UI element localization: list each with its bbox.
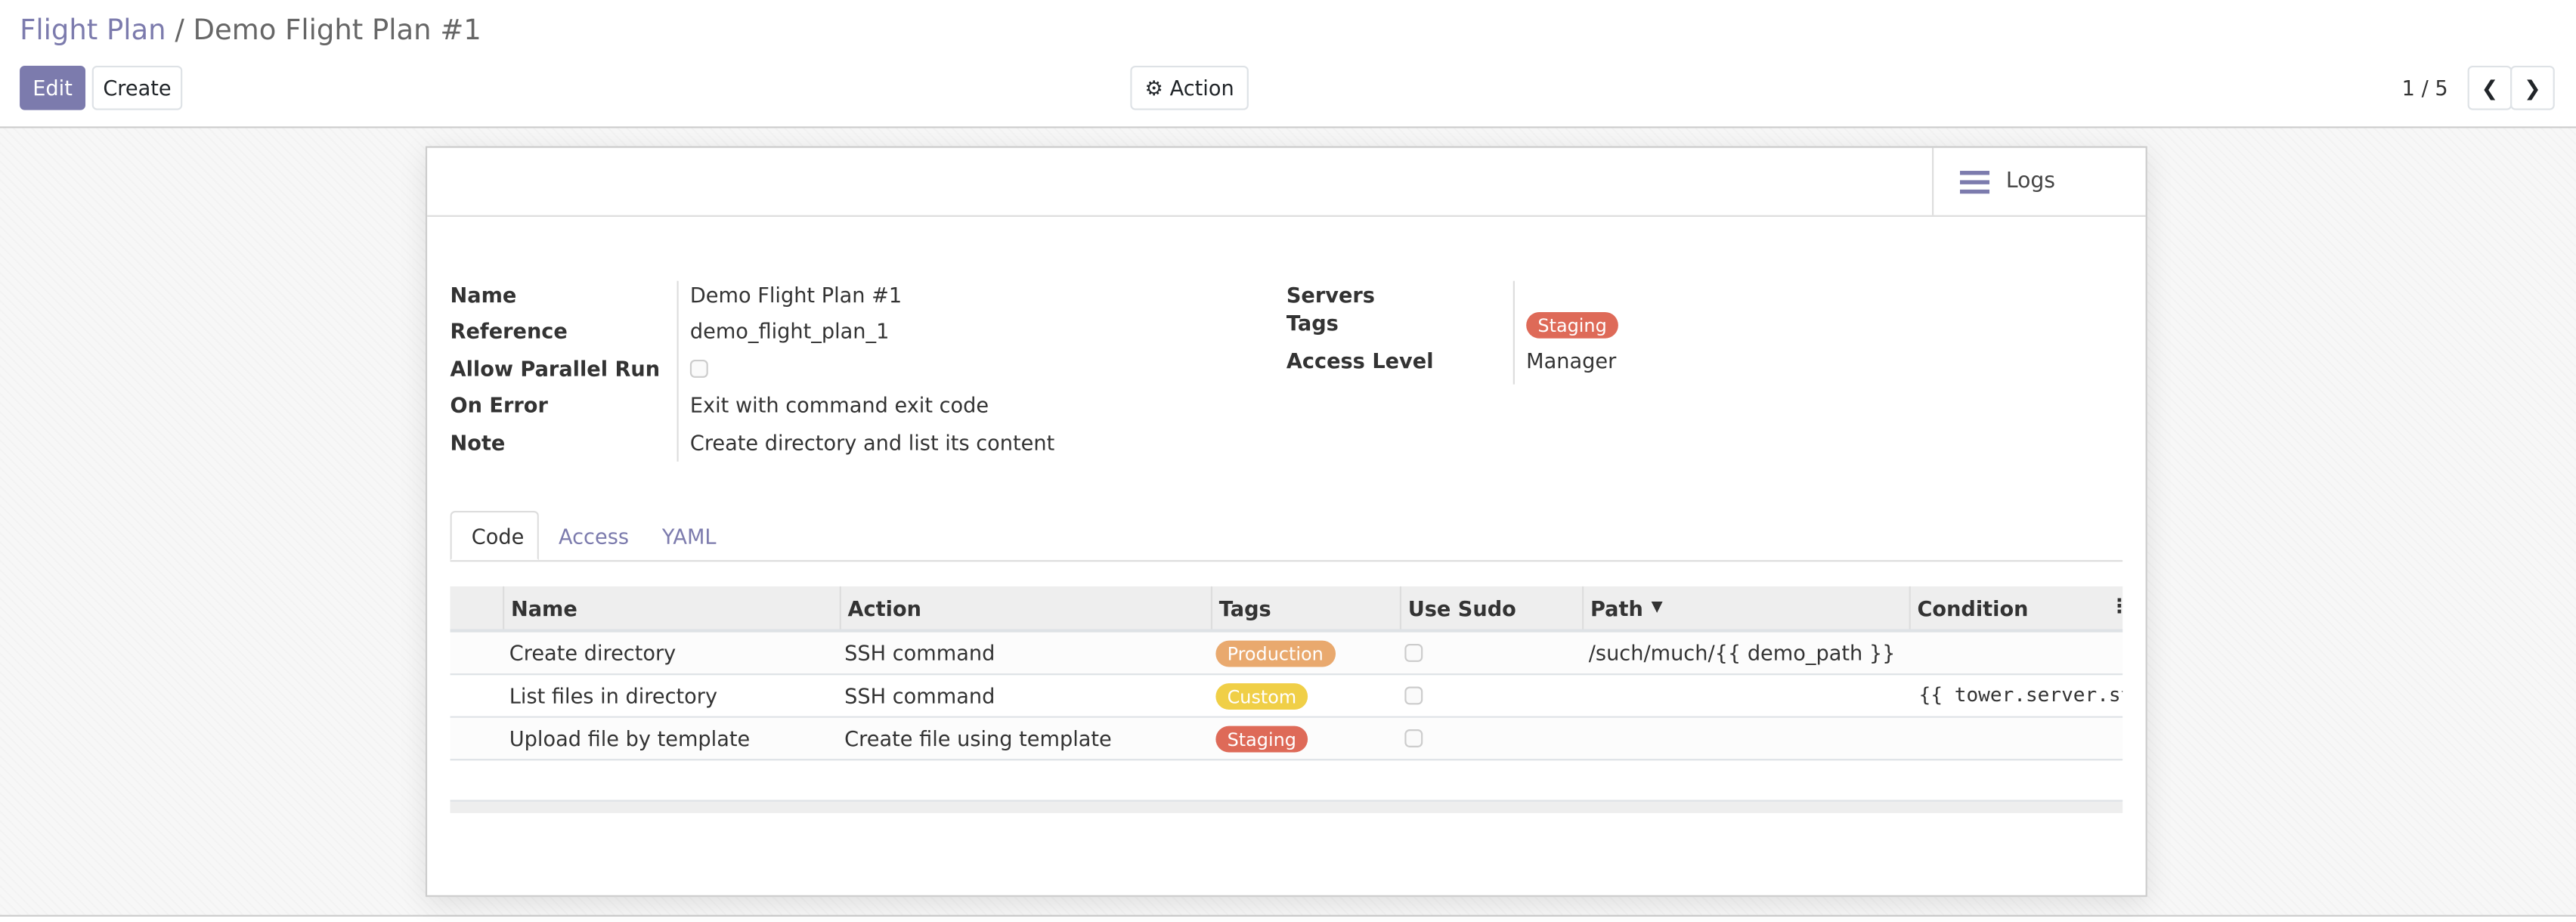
pager-next-button[interactable]: ❯	[2510, 65, 2555, 110]
sheet-header: Logs	[427, 147, 2146, 217]
sort-descending-icon: ▼	[1651, 599, 1663, 617]
note-value: Create directory and list its content	[689, 430, 1055, 456]
tab-code[interactable]: Code	[450, 510, 539, 561]
tag-staging: Staging	[1526, 311, 1618, 339]
allow-parallel-run-label: Allow Parallel Run	[450, 356, 661, 382]
servers-label: Servers	[1286, 282, 1375, 308]
column-header-action[interactable]: Action	[839, 586, 1211, 630]
tabs-border	[450, 560, 2123, 562]
tag-production: Production	[1215, 640, 1336, 667]
tab-yaml[interactable]: YAML	[661, 523, 717, 548]
access-level-value: Manager	[1526, 348, 1617, 373]
note-label: Note	[450, 430, 506, 456]
row-action: SSH command	[844, 640, 995, 666]
access-level-label: Access Level	[1286, 348, 1434, 373]
chevron-right-icon: ❯	[2524, 75, 2541, 101]
row-name: List files in directory	[509, 683, 718, 708]
tag-custom: Custom	[1215, 683, 1308, 710]
use-sudo-checkbox[interactable]	[1404, 729, 1423, 747]
on-error-label: On Error	[450, 392, 548, 418]
logs-button[interactable]: Logs	[1932, 147, 2146, 215]
path-header-label: Path	[1590, 595, 1643, 620]
use-sudo-checkbox[interactable]	[1404, 644, 1423, 662]
breadcrumb-separator: /	[175, 14, 184, 48]
reference-label: Reference	[450, 318, 568, 344]
column-options-icon[interactable]: ⋮	[2109, 594, 2129, 618]
name-value: Demo Flight Plan #1	[689, 282, 903, 308]
reference-value: demo_flight_plan_1	[689, 318, 890, 344]
gear-icon: ⚙	[1144, 75, 1163, 101]
row-path: /such/much/{{ demo_path }}	[1588, 640, 1896, 666]
tags-label: Tags	[1286, 310, 1339, 336]
row-name: Create directory	[509, 640, 677, 666]
column-header-condition[interactable]: Condition	[1909, 586, 2123, 630]
column-header-name[interactable]: Name	[503, 586, 840, 630]
field-separator	[1512, 280, 1515, 385]
action-button[interactable]: ⚙ Action	[1130, 65, 1249, 110]
breadcrumb: Flight Plan / Demo Flight Plan #1	[20, 15, 481, 48]
use-sudo-checkbox[interactable]	[1404, 686, 1423, 705]
column-header-tags[interactable]: Tags	[1210, 586, 1400, 630]
allow-parallel-run-checkbox[interactable]	[689, 359, 708, 378]
edit-button[interactable]: Edit	[20, 65, 86, 110]
tag-staging: Staging	[1215, 726, 1308, 753]
pager-previous-button[interactable]: ❮	[2467, 65, 2513, 110]
breadcrumb-flight-plan[interactable]: Flight Plan	[20, 14, 166, 48]
table-header	[450, 586, 2123, 633]
horizontal-scrollbar[interactable]	[450, 800, 2123, 813]
row-name: Upload file by template	[509, 726, 751, 751]
tab-access[interactable]: Access	[558, 523, 630, 548]
logs-label: Logs	[2005, 169, 2056, 194]
field-separator	[677, 280, 679, 462]
create-button[interactable]: Create	[91, 65, 183, 110]
row-action: SSH command	[844, 683, 995, 708]
column-header-use-sudo[interactable]: Use Sudo	[1399, 586, 1582, 630]
row-condition: {{ tower.server.st	[1918, 683, 2123, 707]
column-header-path[interactable]: Path ▼	[1582, 586, 1909, 630]
table-row[interactable]	[450, 675, 2123, 718]
row-action: Create file using template	[844, 726, 1112, 751]
form-sheet: Logs	[425, 146, 2147, 897]
action-label: Action	[1169, 75, 1234, 101]
on-error-value: Exit with command exit code	[689, 392, 989, 418]
chevron-left-icon: ❮	[2481, 75, 2499, 101]
name-label: Name	[450, 282, 517, 308]
page-title: Demo Flight Plan #1	[193, 14, 481, 48]
control-panel: Flight Plan / Demo Flight Plan #1 Edit C…	[0, 0, 2576, 128]
bars-icon	[1959, 169, 1990, 193]
pager-value[interactable]: 1 / 5	[2401, 75, 2448, 101]
